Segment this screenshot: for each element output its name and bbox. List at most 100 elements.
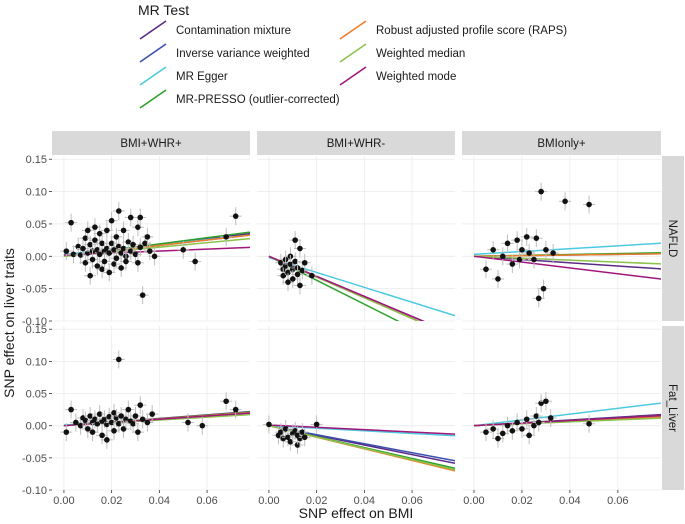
- legend-label-5: Weighted median: [376, 48, 465, 60]
- point-0-32: [113, 234, 120, 240]
- point-5-16: [586, 420, 592, 427]
- point-0-59: [232, 213, 239, 219]
- panel-0: -0.10 -0.05 0.00 0.05 0.10 0.15: [22, 154, 250, 328]
- panel-points-1: [274, 231, 318, 295]
- point-2-19: [586, 201, 592, 208]
- strip-label-col-0: BMI+WHR+: [120, 138, 182, 150]
- strip-label-row-1: Fat_Liver: [666, 384, 678, 432]
- strip-label-row-0: NAFLD: [666, 220, 678, 258]
- point-2-9: [523, 234, 530, 240]
- point-0-11: [87, 241, 93, 248]
- x-tick-label-3-3: 0.06: [196, 495, 217, 507]
- point-0-51: [139, 292, 146, 298]
- point-0-43: [127, 214, 134, 221]
- y-tick-label-3-4: 0.10: [26, 356, 47, 368]
- x-tick-label-3-1: 0.02: [101, 495, 122, 507]
- point-0-33: [113, 255, 120, 262]
- point-3-16: [104, 421, 110, 428]
- y-tick-label-0-5: 0.15: [26, 154, 47, 166]
- strip-col-1: [257, 131, 455, 155]
- point-0-6: [82, 235, 89, 241]
- point-1-4: [282, 263, 289, 269]
- point-2-12: [533, 235, 540, 241]
- point-3-7: [87, 413, 93, 419]
- point-3-23: [115, 420, 122, 427]
- point-2-7: [516, 256, 523, 263]
- facet-panels: BMI+WHR+ BMI+WHR- BMIonly+ NAFLD Fat_Liver -0…: [22, 131, 684, 507]
- point-0-49: [137, 214, 144, 221]
- point-2-10: [526, 250, 532, 256]
- point-4-0: [266, 421, 272, 428]
- point-3-26: [120, 426, 127, 432]
- legend-label-3: MR-PRESSO (outlier-corrected): [176, 94, 340, 106]
- point-0-37: [118, 250, 124, 256]
- point-3-32: [135, 429, 141, 435]
- y-tick-label-0-0: -0.10: [22, 316, 47, 328]
- mr-line-2-6: [473, 255, 661, 280]
- legend-title: MR Test: [138, 2, 189, 18]
- x-tick-label-5-3: 0.06: [607, 495, 628, 507]
- point-0-38: [120, 227, 127, 234]
- point-3-22: [113, 415, 120, 421]
- point-0-34: [115, 243, 122, 250]
- mr-line-2-0: [473, 255, 661, 270]
- point-2-5: [509, 261, 516, 267]
- panel-lines-5: [473, 402, 661, 427]
- x-tick-label-4-2: 0.04: [354, 495, 375, 507]
- point-3-11: [94, 420, 101, 427]
- point-5-14: [543, 398, 549, 405]
- point-2-6: [514, 237, 520, 243]
- point-1-15: [297, 282, 303, 289]
- point-0-23: [101, 258, 108, 265]
- y-tick-label-0-2: 0.00: [26, 251, 47, 263]
- point-5-5: [509, 428, 516, 434]
- point-0-50: [137, 244, 144, 251]
- x-tick-label-3-0: 0.00: [53, 495, 74, 507]
- x-tick-label-4-1: 0.02: [306, 495, 327, 507]
- panel-lines-2: [473, 242, 661, 280]
- y-tick-label-3-0: -0.10: [22, 485, 47, 497]
- point-4-13: [301, 434, 308, 441]
- point-3-12: [96, 411, 103, 417]
- point-0-41: [123, 258, 129, 265]
- point-5-8: [523, 416, 530, 423]
- point-4-9: [294, 442, 301, 448]
- point-2-17: [550, 250, 556, 256]
- mr-line-4-2: [268, 424, 455, 437]
- panel-3: -0.10 -0.05 0.00 0.05 0.10 0.15 0.00 0.02 0.04 0.…: [22, 324, 250, 507]
- point-0-44: [127, 248, 134, 254]
- point-0-39: [120, 245, 127, 252]
- x-axis-title: SNP effect on BMI: [299, 505, 414, 521]
- point-3-1: [68, 406, 74, 413]
- point-0-54: [147, 248, 153, 254]
- point-0-5: [80, 245, 86, 252]
- point-0-45: [130, 241, 136, 248]
- point-0-10: [87, 272, 93, 279]
- strip-label-col-2: BMIonly+: [537, 138, 586, 150]
- legend-key-1: [139, 43, 167, 63]
- point-0-53: [144, 234, 151, 240]
- point-0-47: [135, 224, 141, 230]
- y-tick-label-0-3: 0.05: [26, 219, 47, 231]
- panel-points-3: [60, 350, 242, 449]
- point-5-12: [535, 419, 542, 426]
- point-5-2: [495, 435, 501, 442]
- point-3-30: [130, 420, 136, 427]
- point-3-17: [104, 437, 110, 443]
- panel-points-0: [60, 202, 242, 305]
- point-0-14: [92, 237, 98, 243]
- point-0-30: [111, 261, 117, 267]
- point-1-8: [287, 261, 294, 267]
- point-3-37: [185, 419, 191, 426]
- panel-2: [462, 156, 661, 322]
- point-0-15: [92, 224, 98, 230]
- point-0-3: [75, 243, 82, 250]
- point-2-15: [540, 285, 547, 292]
- y-tick-label-3-2: 0.00: [26, 421, 47, 433]
- legend-key-3: [139, 89, 167, 109]
- point-5-0: [483, 429, 489, 435]
- x-tick-label-5-2: 0.04: [559, 495, 580, 507]
- x-tick-label-4-0: 0.00: [258, 495, 279, 507]
- point-5-3: [499, 430, 506, 437]
